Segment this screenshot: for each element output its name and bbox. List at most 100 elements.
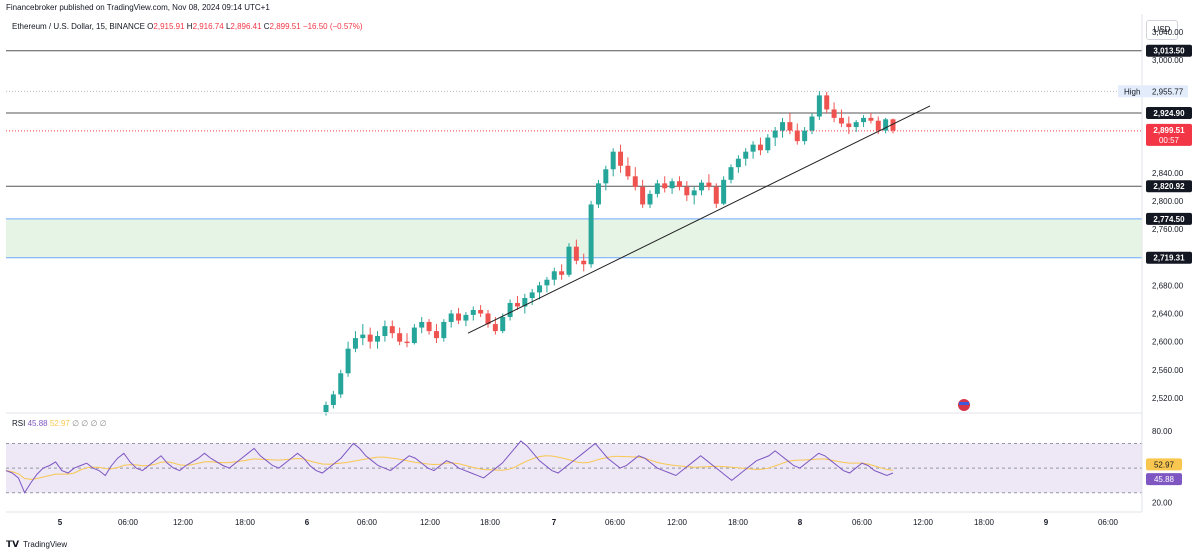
time-tick-label: 12:00 <box>667 518 688 527</box>
high-label: H <box>186 22 193 31</box>
candle-body <box>743 151 749 159</box>
candle-body <box>551 271 557 280</box>
rsi-line <box>5 440 894 494</box>
symbol-legend: Ethereum / U.S. Dollar, 15, BINANCE O2,9… <box>12 22 363 31</box>
candle-body <box>581 260 587 265</box>
close-label: C <box>263 22 270 31</box>
rsi-ma-value: 52.97 <box>49 419 70 428</box>
price-tick-label: 2,520.00 <box>1152 394 1184 403</box>
candle-body <box>433 331 439 339</box>
level-badge <box>1146 212 1192 225</box>
price-tick-label: 2,600.00 <box>1152 338 1184 347</box>
candle-body <box>794 130 800 142</box>
rsi-label: RSI <box>12 419 26 428</box>
level-badge <box>1146 44 1192 57</box>
candle-body <box>765 137 771 151</box>
rsi-value-badge-label: 45.88 <box>1154 475 1175 484</box>
price-tick-label: 3,040.00 <box>1152 28 1184 37</box>
rsi-tick-label: 20.00 <box>1152 499 1173 508</box>
price-tick-label: 3,000.00 <box>1152 56 1184 65</box>
time-tick-label: 06:00 <box>118 518 139 527</box>
candle-body <box>706 182 712 187</box>
candle-body <box>338 373 344 395</box>
high-value: 2,955.77 <box>1152 87 1184 96</box>
level-badge-label: 2,774.50 <box>1153 215 1185 224</box>
candle-body <box>618 151 624 166</box>
time-tick-label: 8 <box>798 518 803 527</box>
rsi-value-badge <box>1146 473 1182 486</box>
candle-body <box>883 119 889 131</box>
candle-body <box>441 321 447 339</box>
price-tick-label: 2,640.00 <box>1152 310 1184 319</box>
candle-body <box>757 144 763 151</box>
candle-body <box>735 158 741 168</box>
candle-body <box>595 183 601 205</box>
candle-body <box>647 193 653 205</box>
currency-button[interactable]: USD <box>1146 20 1178 40</box>
price-tick-label: 2,800.00 <box>1152 197 1184 206</box>
close-value: 2,899.51 <box>269 22 301 31</box>
high-label: High <box>1124 87 1140 96</box>
price-tick-label: 2,560.00 <box>1152 366 1184 375</box>
time-tick-label: 18:00 <box>480 518 501 527</box>
symbol-name: Ethereum / U.S. Dollar, 15, BINANCE <box>12 22 145 31</box>
candle-body <box>411 327 417 344</box>
time-tick-label: 12:00 <box>420 518 441 527</box>
candle-body <box>654 183 660 194</box>
price-tick-label: 2,760.00 <box>1152 225 1184 234</box>
candle-body <box>802 130 808 142</box>
candle-body <box>838 117 844 124</box>
candle-body <box>537 285 543 293</box>
candles-layer <box>323 91 970 416</box>
candle-body <box>448 313 454 322</box>
candle-body <box>853 122 859 128</box>
footer: 𝗧𝗩 TradingView <box>6 539 67 550</box>
candle-body <box>632 176 638 187</box>
badge-layer: 3,013.50 2,924.90 2,820.92 2,774.50 2,719.31… <box>1118 44 1192 486</box>
candle-body <box>566 246 572 275</box>
time-tick-label: 18:00 <box>235 518 256 527</box>
candle-body <box>456 313 462 321</box>
axis-layer: 3,040.00 3,000.00 2,840.00 2,800.00 2,760.00… <box>6 14 1184 527</box>
tradingview-logo-icon: 𝗧𝗩 <box>6 539 20 549</box>
time-tick-label: 7 <box>552 518 557 527</box>
candle-body <box>404 341 410 344</box>
level-badge <box>1146 180 1192 193</box>
candle-body <box>522 298 528 307</box>
candle-body <box>500 317 506 332</box>
candle-body <box>669 181 675 189</box>
candle-body <box>360 334 366 339</box>
candle-body <box>470 309 476 315</box>
candle-body <box>861 117 867 123</box>
time-tick-label: 12:00 <box>913 518 934 527</box>
level-badge <box>1146 251 1192 264</box>
candle-body <box>588 204 594 265</box>
candle-body <box>529 292 535 299</box>
time-tick-label: 06:00 <box>1098 518 1119 527</box>
open-value: 2,915.91 <box>153 22 185 31</box>
candle-body <box>787 122 793 131</box>
candle-body <box>382 326 388 337</box>
rsi-band <box>6 443 1142 493</box>
candle-body <box>846 123 852 128</box>
time-tick-label: 5 <box>58 518 63 527</box>
candle-body <box>780 122 786 131</box>
candle-body <box>721 179 727 204</box>
rsi-tick-label: 80.00 <box>1152 427 1173 436</box>
candle-body <box>728 167 734 180</box>
time-tick-label: 9 <box>1044 518 1049 527</box>
candle-body <box>684 186 690 196</box>
countdown-label: 00:57 <box>1159 136 1180 145</box>
candle-body <box>713 186 719 204</box>
price-tick-label: 2,840.00 <box>1152 169 1184 178</box>
candle-body <box>676 181 682 187</box>
candle-body <box>868 117 874 121</box>
open-label: O <box>147 22 154 31</box>
candle-body <box>890 119 896 131</box>
trendline <box>467 105 931 334</box>
time-tick-label: 06:00 <box>357 518 378 527</box>
time-tick-label: 18:00 <box>974 518 995 527</box>
candle-body <box>603 169 609 184</box>
low-value: 2,896.41 <box>230 22 262 31</box>
